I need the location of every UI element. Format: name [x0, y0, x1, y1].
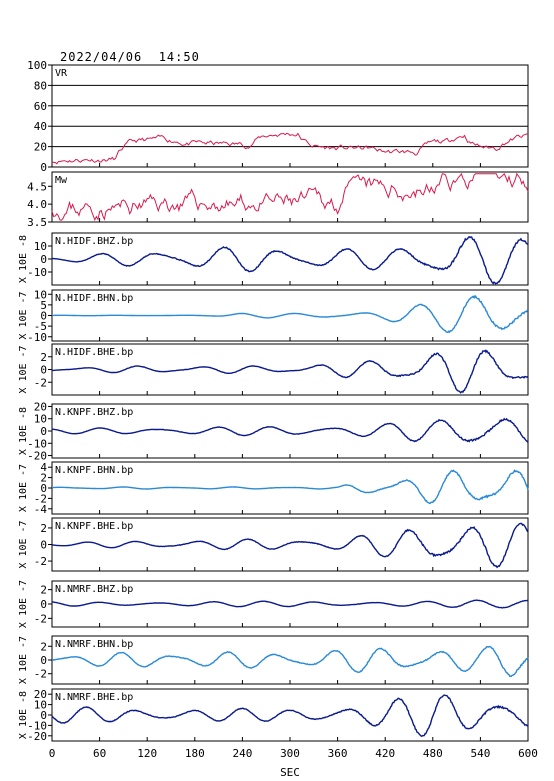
y-axis-label: X 10E -7 — [18, 291, 29, 339]
y-tick-label: -4 — [34, 503, 48, 516]
y-tick-label: 2 — [40, 584, 47, 597]
series-line-n-hidf-bhn-bp — [52, 294, 528, 334]
x-tick-label: 360 — [328, 747, 348, 760]
series-line-n-knpf-bhz-bp — [51, 417, 529, 443]
panel-label: N.HIDF.BHE.bp — [55, 347, 133, 358]
x-axis-label: SEC — [280, 766, 300, 779]
x-tick-label: 120 — [137, 747, 157, 760]
y-tick-label: 0 — [40, 482, 47, 495]
y-tick-label: 3.5 — [27, 216, 47, 229]
y-tick-label: -20 — [27, 450, 47, 463]
y-tick-label: 4.0 — [27, 198, 47, 211]
panel-label: N.NMRF.BHE.bp — [55, 692, 133, 703]
y-tick-label: 40 — [34, 120, 47, 133]
y-tick-label: -10 — [27, 331, 47, 344]
panel-frame — [51, 64, 529, 168]
y-tick-label: 0 — [40, 654, 47, 667]
y-axis-label: X 10E -8 — [18, 407, 29, 455]
y-tick-label: 2 — [40, 640, 47, 653]
page-title: 2022/04/06 14:50 — [60, 50, 200, 64]
y-tick-label: 4 — [40, 461, 47, 474]
y-tick-label: 0 — [40, 161, 47, 174]
y-tick-label: 10 — [34, 413, 47, 426]
y-axis-label: X 10E -8 — [18, 235, 29, 283]
x-tick-label: 240 — [232, 747, 252, 760]
series-line-n-knpf-bhe-bp — [51, 522, 529, 569]
panel-label: N.HIDF.BHZ.bp — [55, 236, 133, 247]
y-tick-label: 0 — [40, 310, 47, 323]
y-tick-label: 60 — [34, 100, 47, 113]
x-tick-label: 60 — [93, 747, 106, 760]
y-tick-label: 20 — [34, 400, 47, 413]
y-axis-label: X 10E -7 — [18, 464, 29, 512]
y-tick-label: 10 — [34, 240, 47, 253]
y-axis-label: X 10E -8 — [18, 691, 29, 739]
y-tick-label: 4.5 — [27, 180, 47, 193]
y-tick-label: 0 — [40, 598, 47, 611]
panel-label: VR — [55, 68, 68, 79]
series-line-n-knpf-bhn-bp — [52, 469, 529, 505]
y-tick-label: 2 — [40, 472, 47, 485]
y-tick-label: -10 — [27, 437, 47, 450]
x-tick-label: 420 — [375, 747, 395, 760]
series-line-n-nmrf-bhn-bp — [52, 645, 529, 678]
y-tick-label: 2 — [40, 522, 47, 535]
series-line-n-hidf-bhe-bp — [52, 349, 529, 394]
y-tick-label: -20 — [27, 730, 47, 743]
panel-label: N.HIDF.BHN.bp — [55, 293, 133, 304]
series-line-vr — [51, 132, 529, 165]
x-tick-label: 180 — [185, 747, 205, 760]
y-tick-label: 0 — [40, 539, 47, 552]
y-axis-label: X 10E -7 — [18, 345, 29, 393]
series-line-mw — [51, 172, 529, 222]
y-tick-label: -5 — [34, 320, 47, 333]
panel-label: N.NMRF.BHN.bp — [55, 639, 133, 650]
x-tick-label: 540 — [470, 747, 490, 760]
y-tick-label: -2 — [34, 492, 47, 505]
y-tick-label: -2 — [34, 668, 47, 681]
y-tick-label: 0 — [40, 364, 47, 377]
y-axis-label: X 10E -7 — [18, 580, 29, 628]
panel-label: N.KNPF.BHN.bp — [55, 465, 133, 476]
y-tick-label: -10 — [27, 719, 47, 732]
y-tick-label: 10 — [34, 288, 47, 301]
y-tick-label: -10 — [27, 266, 47, 279]
y-tick-label: 20 — [34, 141, 47, 154]
y-tick-label: 5 — [40, 299, 47, 312]
y-tick-label: -2 — [34, 612, 47, 625]
y-tick-label: -2 — [34, 376, 47, 389]
series-line-n-nmrf-bhz-bp — [51, 599, 528, 609]
series-line-n-hidf-bhz-bp — [51, 235, 529, 285]
y-tick-label: 10 — [34, 699, 47, 712]
x-tick-label: 480 — [423, 747, 443, 760]
y-tick-label: 100 — [27, 59, 47, 72]
y-axis-label: X 10E -7 — [18, 520, 29, 568]
x-tick-label: 600 — [518, 747, 538, 760]
panel-label: N.KNPF.BHZ.bp — [55, 407, 133, 418]
panel-label: N.KNPF.BHE.bp — [55, 521, 133, 532]
x-tick-label: 300 — [280, 747, 300, 760]
panel-label: Mw — [55, 175, 68, 186]
y-tick-label: 20 — [34, 688, 47, 701]
series-line-n-nmrf-bhe-bp — [51, 694, 529, 738]
y-axis-label: X 10E -7 — [18, 636, 29, 684]
x-tick-label: 0 — [49, 747, 56, 760]
y-tick-label: 2 — [40, 351, 47, 364]
y-tick-label: -2 — [34, 555, 47, 568]
y-tick-label: 0 — [40, 253, 47, 266]
y-tick-label: 80 — [34, 79, 47, 92]
y-tick-label: 0 — [40, 709, 47, 722]
panel-label: N.NMRF.BHZ.bp — [55, 584, 133, 595]
y-tick-label: 0 — [40, 425, 47, 438]
